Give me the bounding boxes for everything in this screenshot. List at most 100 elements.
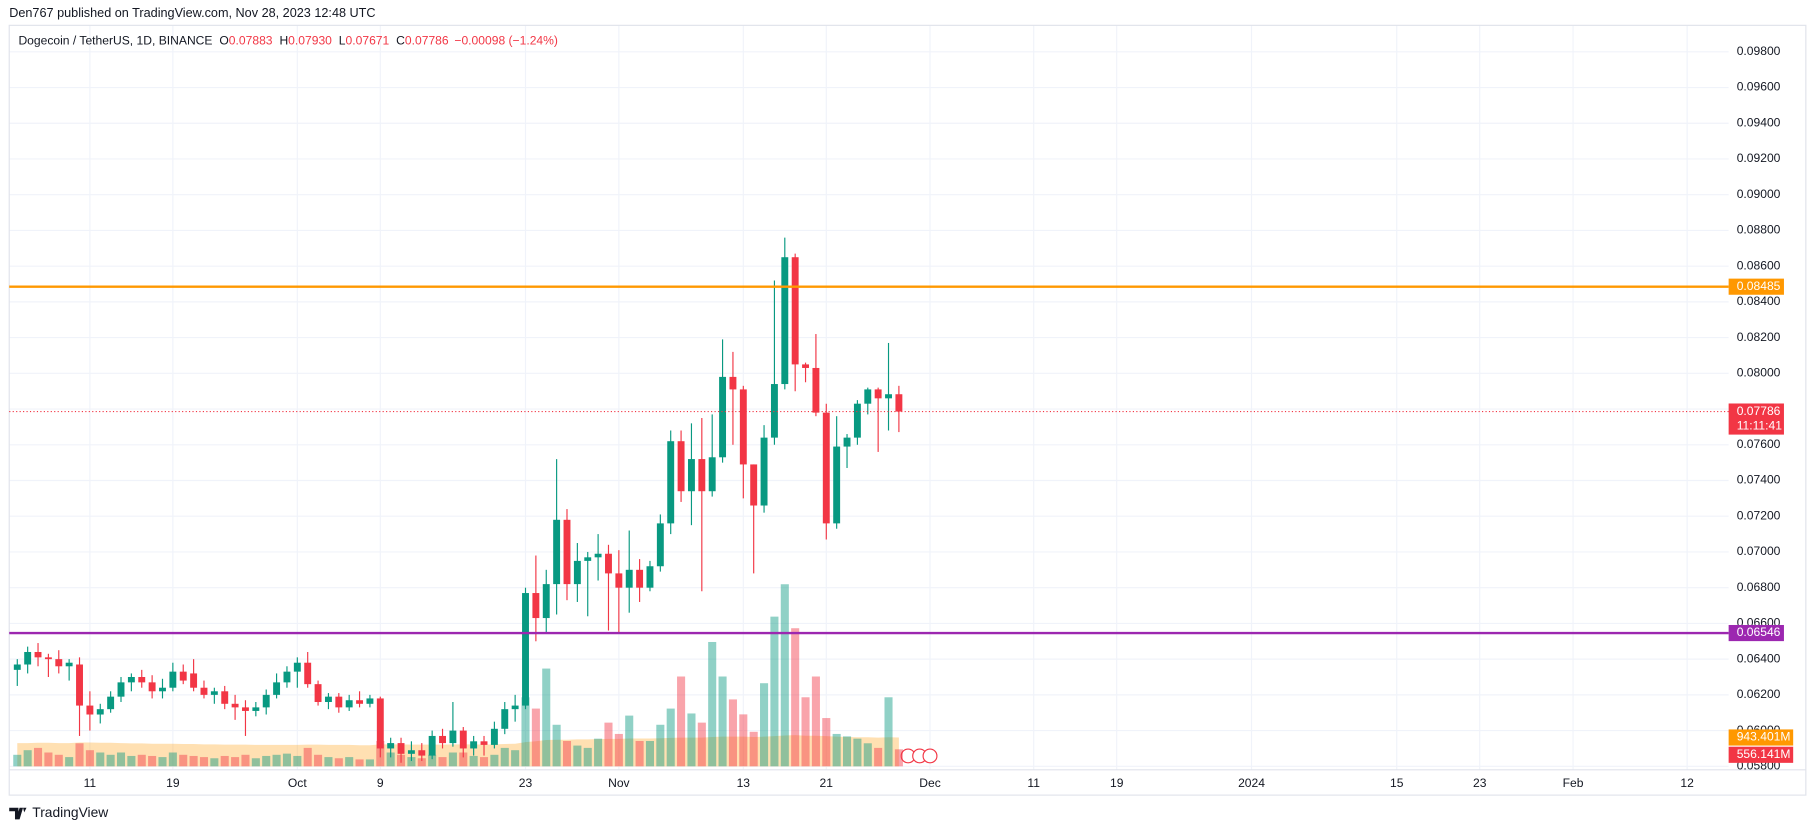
candle-body [687,459,695,492]
last-price-countdown: 11:11:41 [1737,419,1783,433]
y-tick-label: 0.09600 [1737,80,1781,94]
candle-body [677,441,685,492]
y-tick-label: 0.06800 [1737,580,1781,594]
legend-key: L [339,34,346,48]
volume-bar [842,736,852,767]
candle-body [345,700,353,708]
candle-body [13,664,21,670]
volume-bar [448,752,457,767]
candle-body [65,662,73,667]
candle-body [895,394,903,412]
x-tick-label: Feb [1563,776,1584,790]
candle-body [304,662,312,685]
candle-body [252,707,260,711]
legend-value: 0.07883 [229,34,273,48]
candle-body [885,394,892,399]
volume-bar [687,713,696,767]
legend: Dogecoin / TetherUS, 1D, BINANCE O0.07883… [18,34,558,48]
candle-body [34,651,42,658]
volume-bar [708,641,717,767]
volume-bar [791,628,800,767]
candle-body [470,741,478,749]
y-tick-label: 0.06200 [1737,687,1781,701]
candle-body [376,698,384,749]
y-tick-label: 0.07400 [1737,473,1781,487]
level-label: 0.06546 [1737,625,1781,639]
candle-body [190,673,198,688]
candle-body [159,687,166,692]
volume-bar [262,755,271,767]
volume-bar [116,752,126,767]
volume-bar [179,754,188,767]
candle-body [407,750,415,754]
volume-bar [801,697,810,767]
candle-body [605,553,612,574]
candle-body [262,694,270,708]
candle-body [853,403,861,438]
x-tick-label: Nov [608,776,630,790]
candle-body [563,519,571,585]
volume-bar [718,676,727,767]
level-label-box [1728,278,1784,295]
volume-bar [438,757,447,767]
volume-bar [199,757,209,767]
volume-bar [13,754,22,767]
volume-bar [645,740,655,767]
volume-bar [863,743,872,767]
volume-bar [677,676,686,767]
candle-body [397,743,405,754]
candle-body [127,677,135,683]
volume-bar [822,718,831,767]
event-icon[interactable] [922,748,938,764]
volume-bar [511,750,520,767]
candle-body [802,364,810,368]
volume-bar [780,584,789,767]
y-tick-label: 0.07200 [1737,508,1781,522]
brand: TradingView [9,804,109,820]
candle-body [138,677,146,683]
last-price-label: 0.07786 [1737,404,1781,418]
level-label: 0.08485 [1737,279,1781,293]
candle-body [812,367,820,413]
x-tick-label: 15 [1390,776,1404,790]
candle-body [314,684,322,703]
candle-body [636,569,644,588]
candle-body [615,573,623,588]
legend-symbol: Dogecoin / TetherUS, 1D, BINANCE [18,34,212,48]
x-tick-label: 23 [1473,776,1487,790]
volume-bar [666,708,675,767]
volume-bar [728,699,737,767]
candle-body [179,671,187,681]
volume-bar [417,758,426,767]
volume-bar [739,714,748,767]
x-tick-label: Dec [919,776,941,790]
volume-bar [562,740,572,767]
y-tick-label: 0.08800 [1737,223,1781,237]
candle-body [169,671,177,688]
candle-body [781,257,789,385]
candle-body [542,584,550,619]
frame [8,24,1807,796]
x-tick-label: 21 [820,776,834,790]
candle-body [148,682,156,692]
candle-body [428,735,436,756]
candle-body [324,696,332,703]
brand-name: TradingView [32,804,109,820]
volume-bar [428,754,437,767]
volume-bar [210,758,219,767]
volume-bar [583,747,592,767]
volume-bar [293,755,302,767]
volume-bar [282,753,291,767]
candle-body [584,557,592,561]
volume-bar [697,722,706,767]
candle-body [739,389,747,465]
candle-body [656,523,664,567]
candle-body [449,730,457,744]
volume-bar [479,757,489,767]
candle-body [366,698,374,704]
candle-body [356,700,364,704]
candle-body [231,703,239,708]
volume-bar [85,750,94,767]
